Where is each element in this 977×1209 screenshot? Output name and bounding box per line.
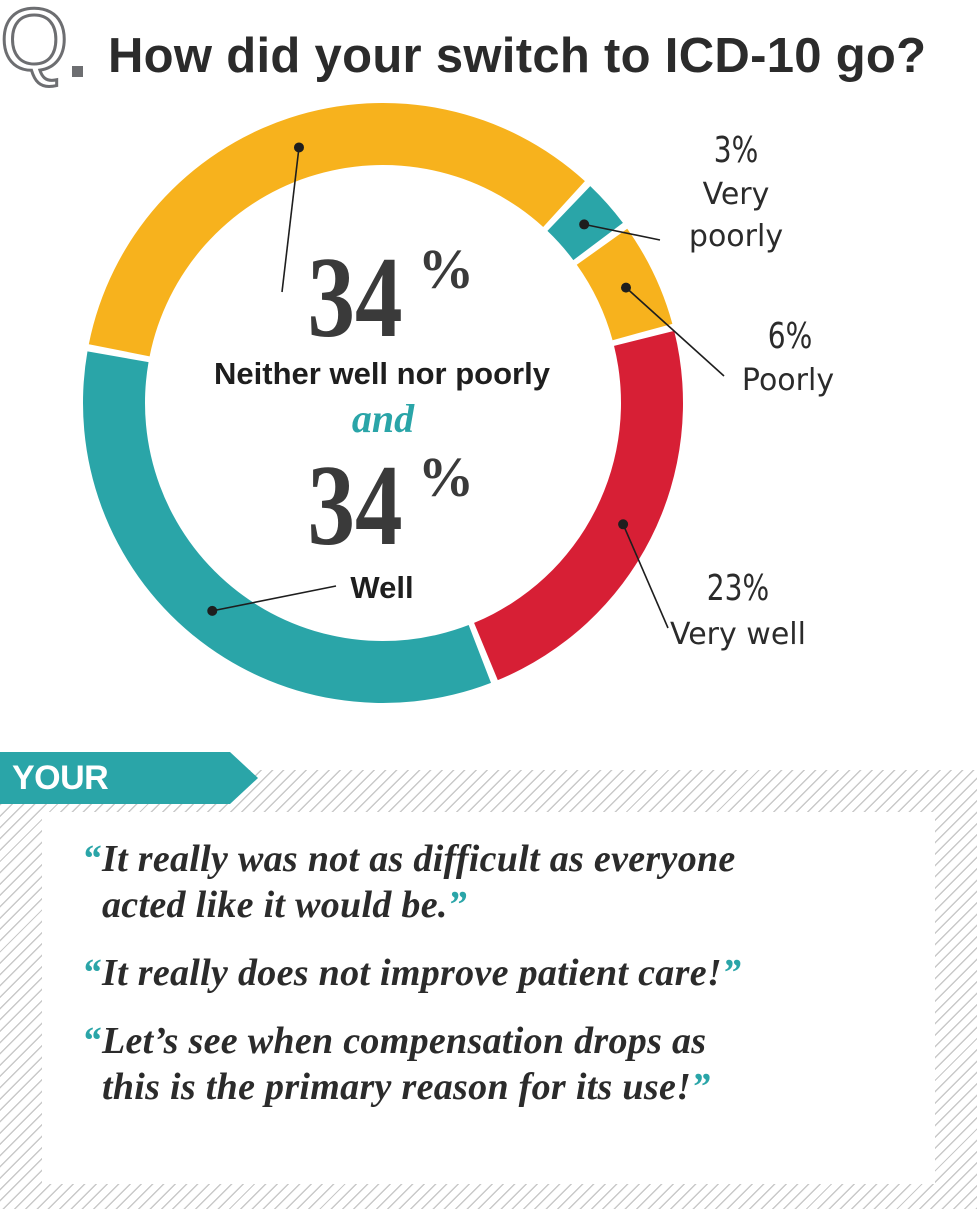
your-thoughts-section: YOUR THOUGHTS “ It really was not as dif… — [0, 752, 977, 1209]
leader-line-neither-well-nor-poorly — [281, 147, 300, 293]
close-quote-mark: ” — [447, 884, 468, 926]
leader-dot-well — [207, 605, 218, 616]
open-quote-mark: “ — [82, 1020, 102, 1062]
open-quote-mark: “ — [82, 838, 102, 880]
quote-3: “ Let’s see when compensation drops as t… — [82, 1018, 915, 1110]
open-quote-mark: “ — [82, 952, 102, 994]
slice-label-poorly: Poorly — [742, 363, 834, 398]
center-bottom-value: 34 — [307, 440, 402, 569]
leader-dot-neither-well-nor-poorly — [293, 142, 304, 153]
center-top-value: 34 — [307, 232, 402, 361]
slice-pct-very-poorly: 3% — [714, 129, 759, 171]
slice-pct-very-well: 23% — [707, 567, 769, 609]
close-quote-mark: ” — [721, 952, 742, 994]
quote-3-line-2: this is the primary reason for its use! — [102, 1066, 692, 1108]
center-connector-text: and — [352, 396, 415, 441]
your-thoughts-title: YOUR THOUGHTS — [12, 759, 199, 804]
leader-line-very-well — [622, 523, 669, 629]
center-bottom-label: Well — [350, 570, 413, 605]
slice-label-very-poorly-line2: poorly — [689, 219, 783, 254]
leader-lines — [207, 142, 725, 629]
question-header: Q How did your switch to ICD-10 go? — [0, 0, 977, 96]
leader-line-poorly — [625, 287, 725, 377]
question-title: How did your switch to ICD-10 go? — [108, 29, 927, 83]
slice-well — [83, 351, 491, 703]
quote-2-line-1: It really does not improve patient care! — [102, 952, 722, 994]
quote-box: “ It really was not as difficult as ever… — [42, 812, 935, 1184]
quote-2: “ It really does not improve patient car… — [82, 950, 915, 996]
center-top-label: Neither well nor poorly — [214, 356, 551, 391]
your-thoughts-banner: YOUR THOUGHTS — [0, 752, 258, 804]
slice-label-very-well: Very well — [670, 617, 806, 652]
leader-line-well — [212, 585, 337, 612]
leader-line-very-poorly — [583, 223, 661, 241]
q-letter: Q — [0, 0, 70, 89]
leader-dot-very-well — [618, 519, 629, 530]
quote-1-line-1: It really was not as difficult as everyo… — [102, 838, 736, 880]
leader-dot-very-poorly — [579, 219, 590, 230]
slice-neither-well-nor-poorly — [88, 103, 585, 357]
donut-chart: 34 % Neither well nor poorly and 34 % We… — [83, 103, 834, 703]
quote-1: “ It really was not as difficult as ever… — [82, 836, 915, 928]
slice-pct-poorly: 6% — [768, 315, 813, 357]
quote-1-line-2: acted like it would be. — [102, 884, 448, 926]
slice-label-very-poorly-line1: Very — [703, 177, 770, 212]
center-top-percent-sign: % — [418, 239, 474, 301]
quote-3-line-1: Let’s see when compensation drops as — [102, 1020, 707, 1062]
close-quote-mark: ” — [691, 1066, 711, 1108]
slice-very-well — [474, 330, 684, 681]
q-dot — [72, 66, 83, 77]
leader-dot-poorly — [620, 282, 631, 293]
center-bottom-percent-sign: % — [418, 447, 474, 509]
